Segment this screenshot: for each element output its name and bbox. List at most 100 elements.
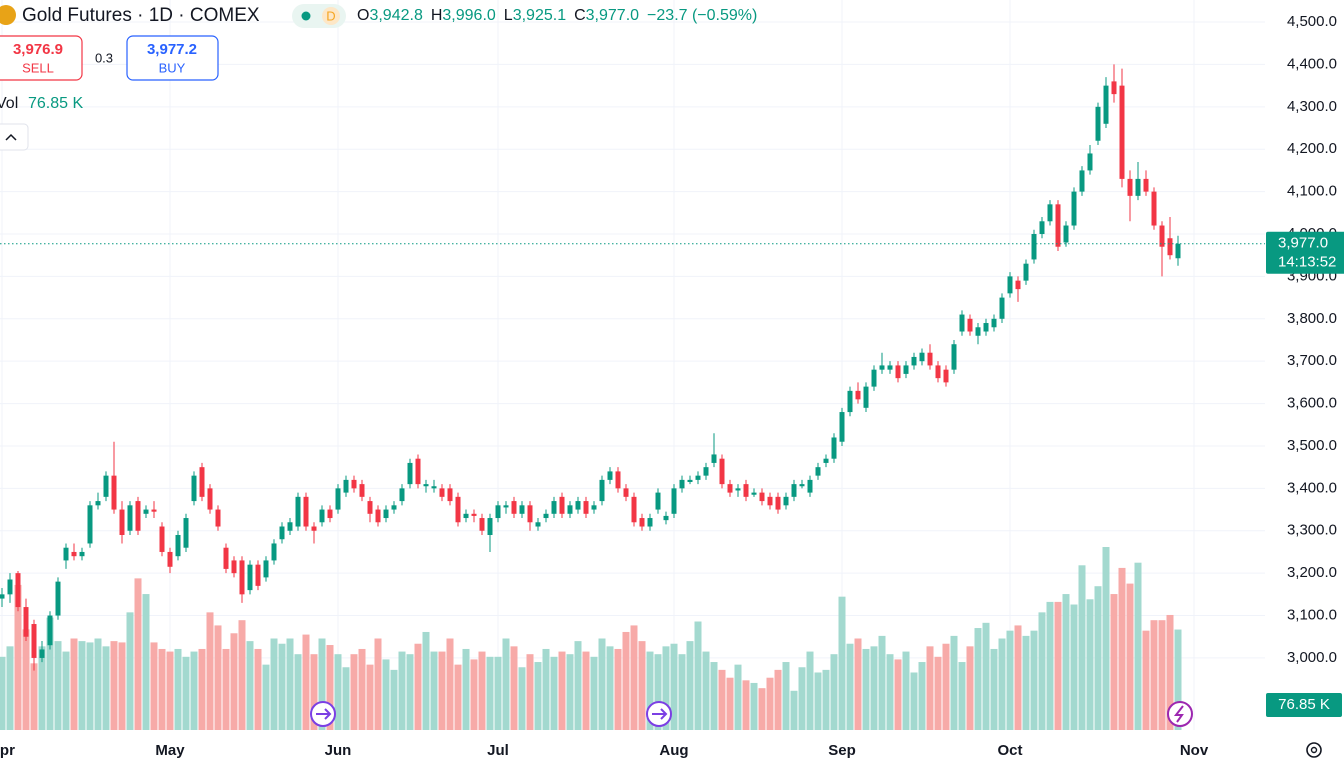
value: 3,925.1 — [513, 7, 566, 24]
volume-bar — [246, 641, 254, 730]
candle-body — [607, 471, 613, 480]
volume-bar — [1110, 594, 1118, 730]
volume-bar — [694, 621, 702, 730]
candle-body — [1055, 204, 1061, 247]
volume-bar — [1126, 583, 1134, 730]
event-icons — [310, 701, 1193, 727]
symbol-title: Gold Futures · 1D · COMEX — [22, 5, 260, 26]
sell-button[interactable] — [0, 35, 83, 81]
candle-body — [135, 501, 141, 531]
candle-body — [1031, 234, 1037, 260]
volume-legend-label: Vol — [0, 95, 18, 112]
volume-bar — [1006, 630, 1014, 730]
volume-bar — [998, 638, 1006, 730]
volume-bar — [910, 672, 918, 730]
volume-bar — [6, 646, 14, 730]
y-tick-label: 4,300.0 — [1287, 98, 1337, 115]
candle-body — [295, 496, 301, 527]
candle-body — [327, 509, 333, 519]
x-tick-label: Sep — [828, 742, 856, 759]
volume-bar — [1102, 547, 1110, 730]
volume-bar — [1014, 625, 1022, 730]
candle-body — [199, 467, 205, 497]
candle-body — [407, 462, 413, 485]
candle-body — [663, 515, 669, 521]
candle-body — [551, 501, 557, 514]
candle-body — [167, 551, 173, 567]
volume-bar — [142, 594, 150, 730]
volume-bar — [598, 638, 606, 730]
candle-body — [487, 518, 493, 535]
volume-bar — [222, 648, 230, 730]
candle-body — [1175, 243, 1181, 259]
volume-bar — [150, 642, 158, 730]
volume-bar — [1078, 565, 1086, 730]
candle-body — [31, 624, 37, 658]
candle-body — [711, 454, 717, 463]
candle-body — [695, 475, 701, 480]
candle-body — [423, 484, 429, 487]
volume-bar — [86, 642, 94, 730]
volume-bar — [326, 645, 334, 730]
y-tick-label: 3,400.0 — [1287, 479, 1337, 496]
spread: 0.3 — [95, 50, 113, 65]
candle-body — [479, 518, 485, 531]
plot-area — [0, 0, 1265, 730]
candle-body — [719, 458, 725, 485]
volume-bar — [270, 638, 278, 730]
volume-bar — [206, 612, 214, 730]
candle-body — [351, 479, 357, 489]
buy-button[interactable] — [126, 35, 219, 81]
volume-bar — [134, 578, 142, 730]
candle-body — [335, 488, 341, 510]
candle-body — [471, 513, 477, 516]
candle-body — [223, 547, 229, 569]
candle-body — [159, 526, 165, 552]
volume-bar — [542, 648, 550, 730]
volume-bar — [318, 638, 326, 730]
buy-price[interactable]: 3,977.2 — [147, 41, 197, 58]
candle-body — [383, 509, 389, 519]
volume-bar — [126, 612, 134, 730]
volume-bar — [806, 651, 814, 730]
y-tick-label: 4,400.0 — [1287, 55, 1337, 72]
candle-body — [319, 509, 325, 523]
candle-body — [615, 471, 621, 489]
candle-body — [95, 501, 101, 506]
label: O — [357, 7, 369, 24]
candle-body — [743, 484, 749, 497]
candle-body — [15, 573, 21, 608]
volume-bar — [838, 596, 846, 730]
volume-bar — [182, 656, 190, 730]
candle-body — [207, 488, 213, 510]
candle-body — [343, 479, 349, 493]
volume-bar — [30, 663, 38, 730]
sell-label[interactable]: SELL — [22, 60, 54, 75]
settings-icon[interactable] — [1306, 742, 1322, 758]
volume-bar — [358, 648, 366, 730]
buy-label[interactable]: BUY — [159, 60, 186, 75]
volume-bar — [718, 669, 726, 730]
sell-price[interactable]: 3,976.9 — [13, 41, 63, 58]
candle-body — [847, 390, 853, 413]
y-tick-label: 3,600.0 — [1287, 395, 1337, 412]
candle-body — [815, 467, 821, 476]
candle-body — [1071, 191, 1077, 226]
volume-bar — [1142, 630, 1150, 730]
y-tick-label: 3,100.0 — [1287, 607, 1337, 624]
candle-body — [215, 509, 221, 527]
volume-bar — [70, 638, 78, 730]
label: H — [431, 7, 443, 24]
volume-bar — [902, 651, 910, 730]
y-tick-label: 4,100.0 — [1287, 183, 1337, 200]
collapse-icon[interactable] — [5, 133, 17, 141]
y-tick-label: 3,500.0 — [1287, 437, 1337, 454]
candle-body — [751, 492, 757, 495]
candle-body — [775, 496, 781, 510]
candle-body — [799, 484, 805, 487]
volume-bar — [1070, 604, 1078, 730]
volume-bar — [1094, 586, 1102, 730]
volume-bar — [958, 662, 966, 730]
volume-bar — [46, 617, 54, 730]
volume-bar — [574, 641, 582, 730]
